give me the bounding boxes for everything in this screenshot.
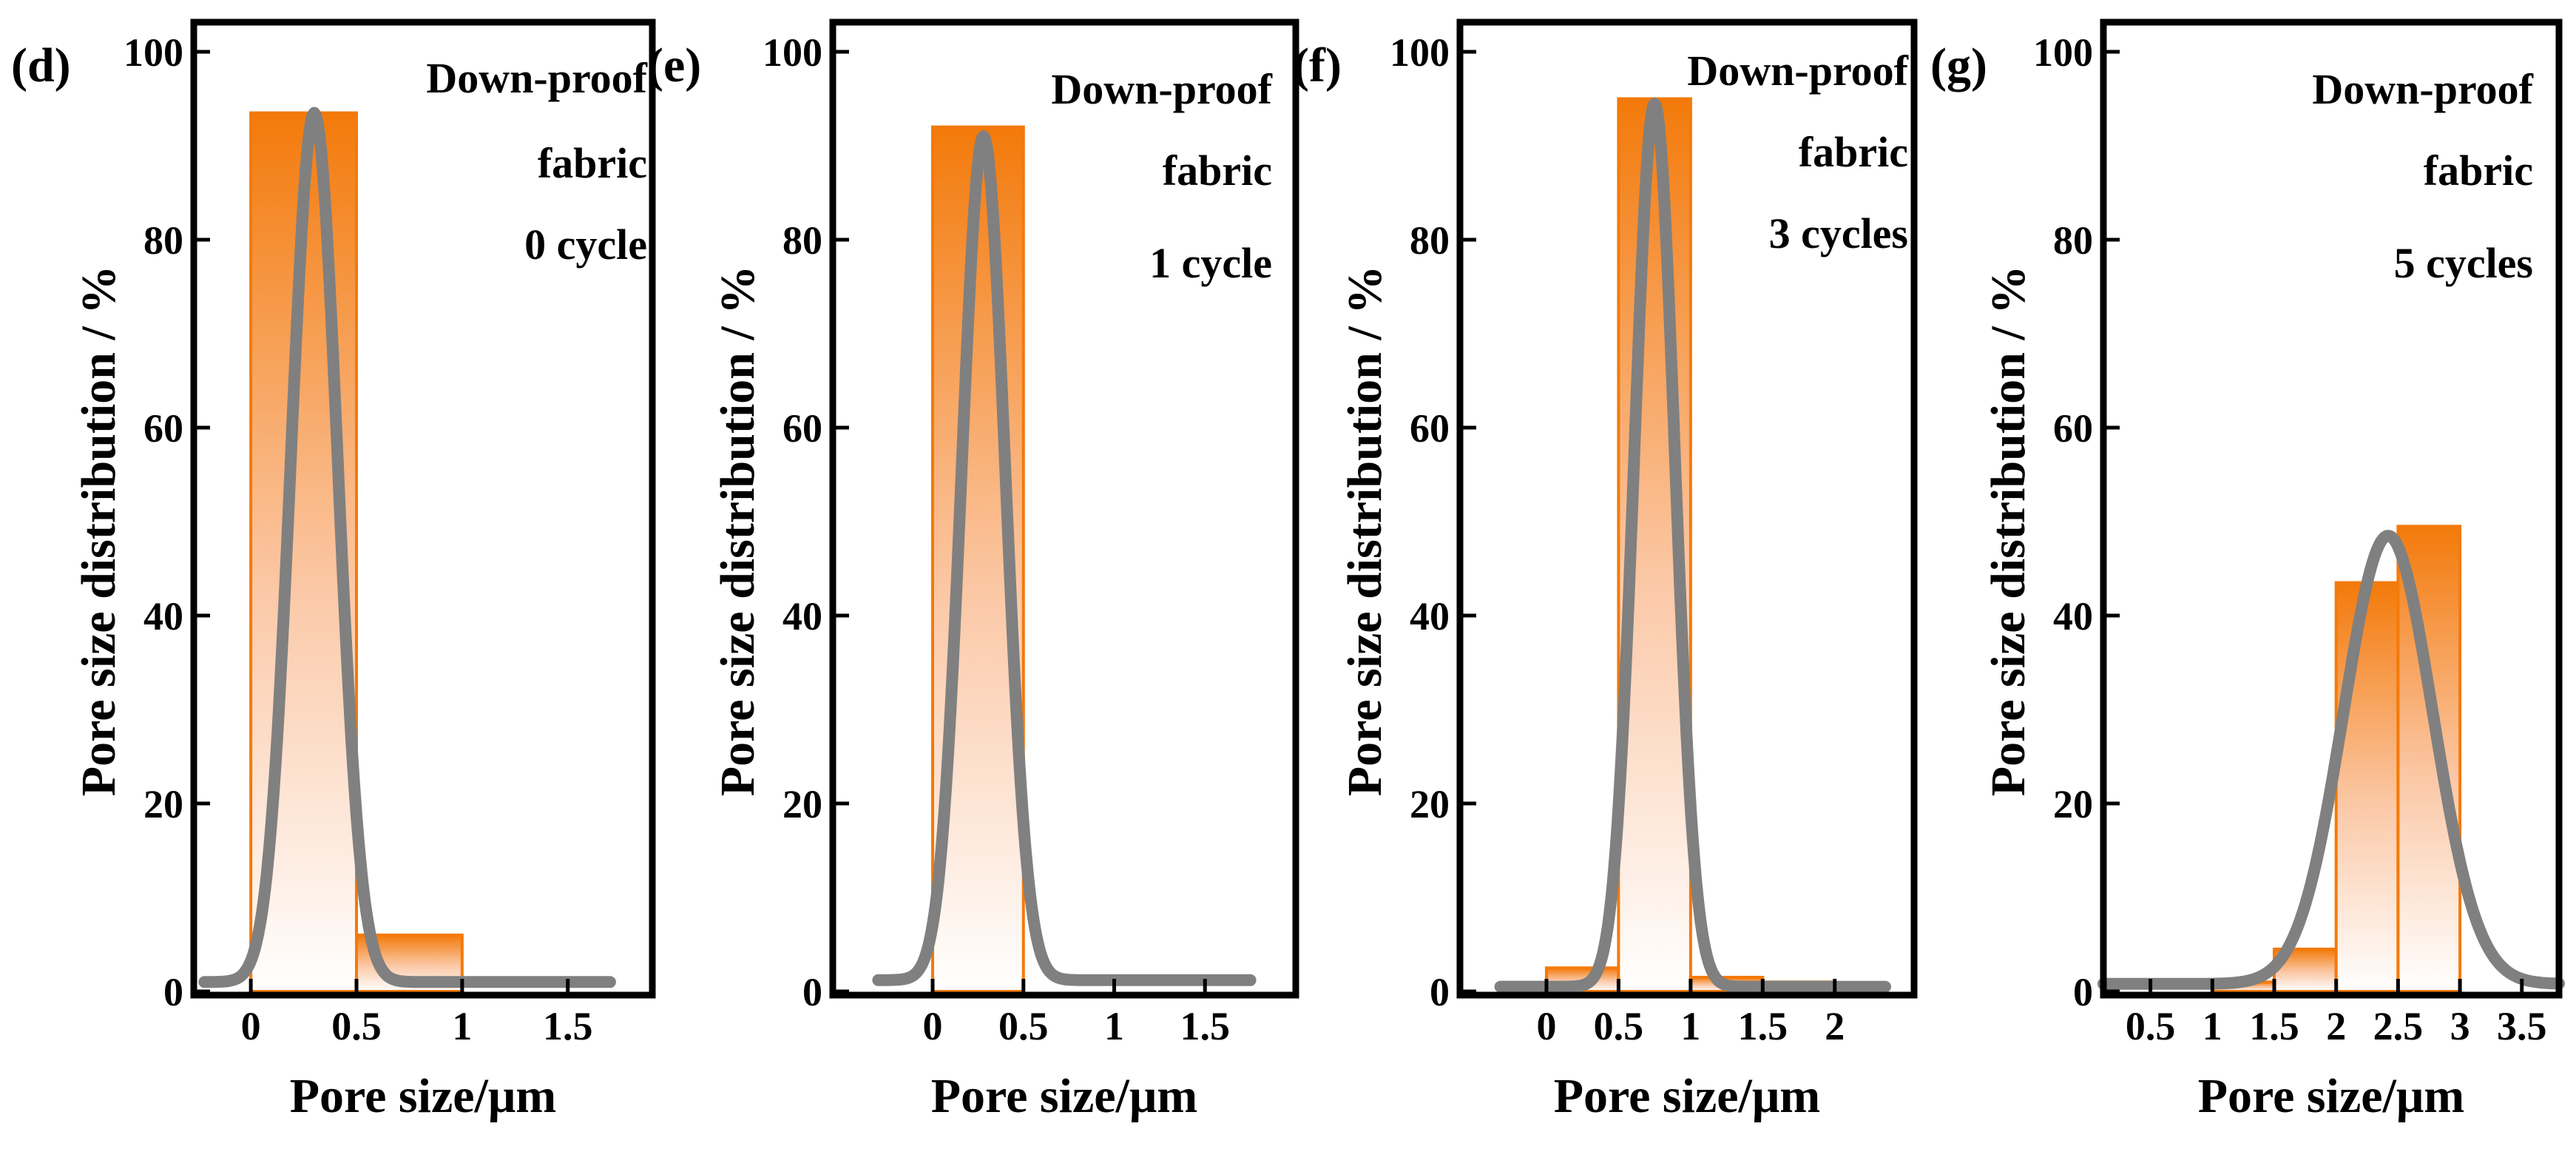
annotation-line2-e: fabric	[1163, 146, 1272, 195]
y-tick-label-g-40: 40	[2053, 594, 2093, 638]
annotation-line1-g: Down-proof	[2312, 65, 2533, 113]
annotation-line2-d: fabric	[538, 139, 647, 187]
plot-frame-f	[1456, 18, 1918, 999]
plot-frame-d	[190, 18, 656, 999]
y-tick-label-d-20: 20	[143, 782, 183, 826]
x-tick-label-g-1.5: 1.5	[2249, 1004, 2299, 1048]
x-tick-label-g-0.5: 0.5	[2126, 1004, 2176, 1048]
annotation-line2-g: fabric	[2424, 146, 2533, 195]
y-tick-label-f-0: 0	[1430, 970, 1450, 1014]
annotation-line1-e: Down-proof	[1051, 65, 1272, 113]
annotation-line3-d: 0 cycle	[524, 220, 647, 269]
x-axis-title-d: Pore size/μm	[290, 1069, 557, 1123]
x-tick-label-d-1.5: 1.5	[543, 1004, 593, 1048]
annotation-line1-f: Down-proof	[1687, 47, 1908, 95]
ticks-d: 0 20 40 60 80 100 0 0.5 1 1.5	[124, 30, 592, 1048]
plot-frame-e	[829, 18, 1299, 999]
fit-curve-f	[1494, 98, 1891, 993]
y-axis-title-d: Pore size distribution / %	[72, 266, 126, 796]
annotation-line3-g: 5 cycles	[2394, 239, 2533, 287]
y-tick-label-f-100: 100	[1390, 30, 1450, 75]
fit-curve-e	[872, 130, 1257, 986]
panel-f: 0 20 40 60 80 100 0 0.5 1 1.5 2 (f) Down-proof fab…	[1293, 18, 1918, 1123]
y-axis-title-e: Pore size distribution / %	[711, 266, 765, 796]
x-tick-label-d-0: 0	[241, 1004, 261, 1048]
panel-label-g: (g)	[1930, 38, 1987, 92]
x-axis-title-e: Pore size/μm	[931, 1069, 1198, 1123]
fit-curve-g	[2097, 530, 2565, 990]
panel-label-e: (e)	[647, 38, 701, 92]
ticks-g: 0 20 40 60 80 100 0.5 1 1.5 2 2.5 3 3.5	[2033, 30, 2547, 1048]
panel-g: 0 20 40 60 80 100 0.5 1 1.5 2 2.5 3 3.5 (g) Down-pro…	[1930, 18, 2565, 1123]
plot-frame-g	[2100, 18, 2563, 999]
x-tick-label-e-0.5: 0.5	[998, 1004, 1049, 1048]
x-tick-label-g-1: 1	[2203, 1004, 2222, 1048]
y-tick-label-g-100: 100	[2033, 30, 2093, 75]
x-tick-label-f-1.5: 1.5	[1738, 1004, 1788, 1048]
y-tick-label-g-80: 80	[2053, 218, 2093, 263]
y-tick-label-d-0: 0	[163, 970, 183, 1014]
y-axis-title-g: Pore size distribution / %	[1981, 266, 2035, 796]
x-tick-label-f-0: 0	[1536, 1004, 1556, 1048]
x-tick-label-e-1.5: 1.5	[1180, 1004, 1231, 1048]
x-tick-label-f-0.5: 0.5	[1594, 1004, 1644, 1048]
annotation-line1-d: Down-proof	[426, 54, 647, 102]
y-tick-label-g-20: 20	[2053, 782, 2093, 826]
y-tick-label-d-60: 60	[143, 406, 183, 451]
y-tick-label-e-20: 20	[782, 782, 822, 826]
y-tick-label-f-60: 60	[1410, 406, 1450, 451]
x-tick-label-f-2: 2	[1825, 1004, 1845, 1048]
panel-label-f: (f)	[1293, 38, 1342, 92]
annotation-line3-e: 1 cycle	[1149, 239, 1272, 287]
x-tick-label-e-0: 0	[923, 1004, 943, 1048]
annotation-line2-f: fabric	[1799, 128, 1908, 176]
y-tick-label-e-100: 100	[763, 30, 822, 75]
y-tick-label-e-80: 80	[782, 218, 822, 263]
y-tick-label-d-80: 80	[143, 218, 183, 263]
y-tick-label-f-80: 80	[1410, 218, 1450, 263]
y-tick-label-g-0: 0	[2073, 970, 2093, 1014]
x-tick-label-f-1: 1	[1680, 1004, 1700, 1048]
y-tick-label-e-40: 40	[782, 594, 822, 638]
x-tick-label-g-3: 3	[2450, 1004, 2470, 1048]
x-axis-title-g: Pore size/μm	[2198, 1069, 2465, 1123]
x-tick-label-g-2.5: 2.5	[2373, 1004, 2424, 1048]
y-tick-label-d-40: 40	[143, 594, 183, 638]
y-axis-title-f: Pore size distribution / %	[1338, 266, 1392, 796]
x-tick-label-e-1: 1	[1104, 1004, 1124, 1048]
panel-label-d: (d)	[11, 38, 71, 92]
x-axis-title-f: Pore size/μm	[1554, 1069, 1821, 1123]
y-tick-label-d-100: 100	[124, 30, 183, 75]
y-tick-label-e-0: 0	[802, 970, 822, 1014]
ticks-f: 0 20 40 60 80 100 0 0.5 1 1.5 2	[1390, 30, 1845, 1048]
panel-d: 0 20 40 60 80 100 0 0.5 1 1.5 (d) Down-proof fabr…	[11, 18, 656, 1123]
x-tick-label-d-0.5: 0.5	[331, 1004, 382, 1048]
x-tick-label-d-1: 1	[452, 1004, 472, 1048]
ticks-e: 0 20 40 60 80 100 0 0.5 1 1.5	[763, 30, 1230, 1048]
annotation-line3-f: 3 cycles	[1769, 209, 1908, 257]
fit-curve-d	[198, 107, 616, 988]
panel-e: 0 20 40 60 80 100 0 0.5 1 1.5 (e) Down-proof fabr…	[647, 18, 1299, 1123]
y-tick-label-e-60: 60	[782, 406, 822, 451]
y-tick-label-f-40: 40	[1410, 594, 1450, 638]
y-tick-label-g-60: 60	[2053, 406, 2093, 451]
bar-g-3	[2334, 581, 2400, 993]
y-tick-label-f-20: 20	[1410, 782, 1450, 826]
x-tick-label-g-2: 2	[2326, 1004, 2346, 1048]
x-tick-label-g-3.5: 3.5	[2497, 1004, 2547, 1048]
